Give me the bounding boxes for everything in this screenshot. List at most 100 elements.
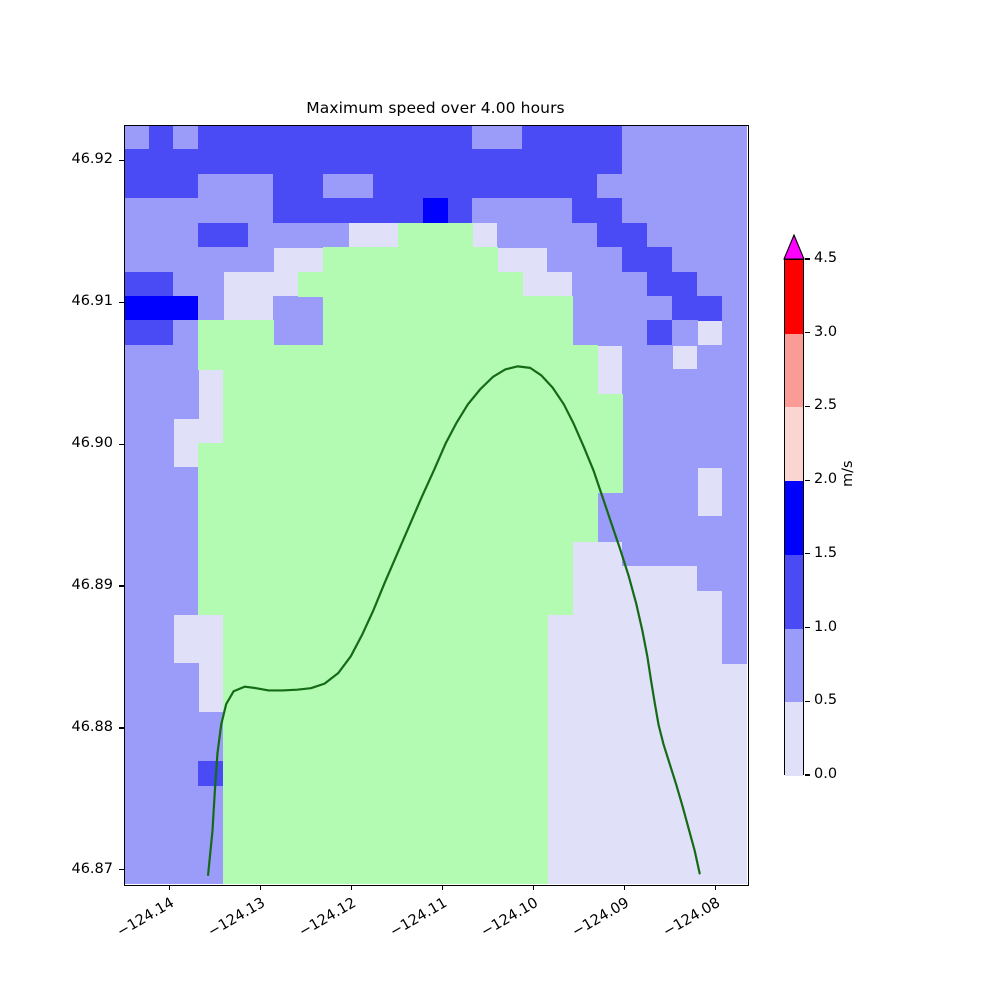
raster-cell [721,173,747,199]
land-cell [447,516,474,542]
raster-cell [646,516,673,542]
land-cell [522,393,549,420]
raster-cell [173,173,200,199]
raster-cell [298,222,324,248]
land-cell [397,638,424,665]
land-cell [322,589,349,616]
colorbar-tick-mark [805,700,810,702]
raster-cell [124,663,150,689]
land-cell [472,271,499,297]
land-cell [298,810,324,836]
land-cell [522,761,549,787]
raster-cell [696,442,723,469]
land-cell [472,736,499,762]
raster-cell [696,516,723,542]
land-cell [223,467,249,493]
raster-cell [148,467,175,493]
raster-cell [148,834,175,860]
colorbar[interactable] [784,259,804,776]
map-axes[interactable] [124,125,747,884]
land-cell [447,295,474,322]
raster-cell [148,859,175,884]
raster-cell [148,320,175,346]
land-cell [322,565,349,591]
raster-cell [148,810,175,836]
raster-cell [721,198,747,224]
land-cell [347,761,374,787]
raster-cell [622,491,648,518]
colorbar-band [785,481,803,555]
land-cell [347,589,374,616]
land-cell [397,247,424,273]
raster-cell [696,149,723,175]
raster-cell [547,125,573,150]
land-cell [273,467,299,493]
raster-cell [646,418,673,444]
land-cell [223,663,249,689]
raster-cell [372,198,399,224]
raster-cell [124,687,150,713]
land-cell [522,467,549,493]
raster-cell [547,149,573,175]
raster-cell [721,516,747,542]
raster-cell [622,418,648,444]
y-tick-mark [119,585,124,587]
land-cell [347,369,374,395]
raster-cell [721,418,747,444]
raster-cell [646,491,673,518]
raster-cell [721,125,747,150]
raster-cell [572,247,598,273]
land-cell [422,761,449,787]
land-cell [522,418,549,444]
land-cell [422,491,449,518]
raster-cell [671,222,698,248]
land-cell [447,761,474,787]
land-cell [572,491,598,518]
raster-cell [223,149,249,175]
y-tick-label: 46.89 [71,577,113,594]
land-cell [422,295,449,322]
land-cell [522,442,549,469]
land-cell [298,442,324,469]
raster-cell [646,149,673,175]
land-cell [397,859,424,884]
land-cell [372,810,399,836]
land-cell [248,516,274,542]
land-cell [397,614,424,640]
raster-cell [198,149,225,175]
land-cell [572,393,598,420]
raster-cell [696,173,723,199]
land-cell [248,540,274,567]
raster-cell [148,614,175,640]
land-cell [298,491,324,518]
land-cell [522,491,549,518]
land-cell [198,565,225,591]
land-cell [497,442,524,469]
land-cell [298,369,324,395]
raster-cell [198,761,225,787]
land-cell [198,442,225,469]
raster-cell [646,247,673,273]
land-cell [298,859,324,884]
land-cell [447,320,474,346]
land-cell [372,418,399,444]
land-cell [497,834,524,860]
land-cell [422,614,449,640]
land-cell [198,491,225,518]
raster-cell [198,295,225,322]
raster-cell [721,222,747,248]
land-cell [572,369,598,395]
raster-cell [273,320,299,346]
y-tick-label: 46.90 [71,435,113,452]
land-cell [372,614,399,640]
raster-cell [497,149,524,175]
raster-cell [124,222,150,248]
land-cell [422,810,449,836]
y-tick-label: 46.92 [71,151,113,168]
land-cell [372,761,399,787]
raster-cell [597,271,623,297]
raster-cell [622,295,648,322]
raster-cell [124,859,150,884]
raster-cell [721,393,747,420]
raster-cell [447,173,474,199]
